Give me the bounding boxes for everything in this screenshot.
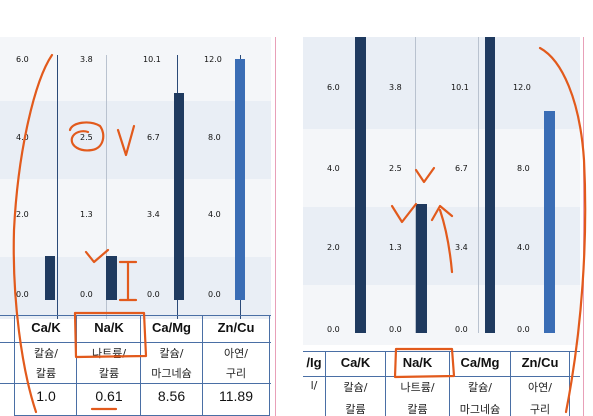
header-ca-mg: Ca/Mg <box>152 320 191 335</box>
value-ca-mg: 8.56 <box>157 388 186 404</box>
scale-label: 4.0 <box>208 210 221 219</box>
scale-label: 0.0 <box>208 290 221 299</box>
scale-label: 12.0 <box>204 55 222 64</box>
table-divider <box>449 351 450 416</box>
table-divider <box>202 315 203 416</box>
band <box>0 101 271 179</box>
sub-label: l/ <box>310 379 318 392</box>
band <box>303 37 580 129</box>
sub-label: 나트륨/ <box>91 347 127 360</box>
sub-label: 마그네슘 <box>151 367 192 380</box>
scale-label: 3.4 <box>147 210 160 219</box>
bar-zn-cu <box>235 59 245 300</box>
value-na-k: 0.61 <box>95 388 123 404</box>
scale-label: 3.8 <box>389 83 402 92</box>
sub-label: 칼륨 <box>98 367 120 380</box>
table-divider <box>325 351 326 416</box>
scale-label: 4.0 <box>517 243 530 252</box>
band <box>0 179 271 257</box>
band <box>303 129 580 207</box>
scale-label: 12.0 <box>513 83 531 92</box>
value-ca-k: 1.0 <box>36 388 56 404</box>
scale-label: 2.5 <box>80 133 93 142</box>
scale-label: 4.0 <box>16 133 29 142</box>
header-zn-cu: Zn/Cu <box>217 320 255 335</box>
scale-label: 0.0 <box>327 325 340 334</box>
bar-ca-mg <box>174 93 184 300</box>
table-rule <box>0 383 271 384</box>
band <box>303 285 580 345</box>
scale-label: 2.0 <box>327 243 340 252</box>
table-rule <box>303 376 580 377</box>
scale-label: 8.0 <box>517 164 530 173</box>
sub-label: 마그네슘 <box>459 403 501 416</box>
sub-label: 칼륨 <box>35 367 57 380</box>
axis-line <box>415 37 416 333</box>
header-zn-cu: Zn/Cu <box>521 355 559 370</box>
sub-label: 칼륨 <box>407 403 428 416</box>
scale-label: 0.0 <box>80 290 93 299</box>
scale-label: 2.5 <box>389 164 402 173</box>
bar-ca-k <box>355 37 366 333</box>
header-ca-k: Ca/K <box>31 320 61 335</box>
bar-zn-cu <box>544 111 555 333</box>
scale-label: 8.0 <box>208 133 221 142</box>
scale-label: 0.0 <box>455 325 468 334</box>
sub-label: 칼륨 <box>345 403 366 416</box>
scale-label: 6.0 <box>16 55 29 64</box>
scale-label: 1.3 <box>389 243 402 252</box>
bar-na-k <box>106 256 117 300</box>
table-divider <box>140 315 141 416</box>
scale-label: 10.1 <box>143 55 161 64</box>
sub-label: 칼슘/ <box>468 381 492 394</box>
scale-label: 3.8 <box>80 55 93 64</box>
right-report-panel: 6.0 4.0 2.0 0.0 3.8 2.5 1.3 0.0 10.1 6.7… <box>303 37 580 416</box>
band <box>0 257 271 319</box>
scale-label: 6.0 <box>327 83 340 92</box>
sub-label: 아연/ <box>528 381 552 394</box>
bar-na-k <box>416 204 427 333</box>
scale-label: 6.7 <box>455 164 468 173</box>
sub-label: 아연/ <box>224 347 248 360</box>
axis-line <box>106 55 107 319</box>
table-divider <box>385 351 386 416</box>
band <box>0 37 271 101</box>
table-divider <box>510 351 511 416</box>
table-rule <box>303 351 580 352</box>
scale-label: 0.0 <box>147 290 160 299</box>
axis-line <box>57 55 58 319</box>
scale-label: 4.0 <box>327 164 340 173</box>
bar-ca-mg <box>485 37 495 333</box>
header-na-k: Na/K <box>402 355 433 370</box>
sub-label: 칼슘/ <box>343 381 368 394</box>
header-ca-mg: Ca/Mg <box>460 355 500 370</box>
page-divider <box>583 37 584 416</box>
left-report-panel: 6.0 4.0 2.0 0.0 3.8 2.5 1.3 0.0 10.1 6.7… <box>0 37 271 416</box>
page-divider <box>275 37 276 416</box>
scale-label: 10.1 <box>451 83 469 92</box>
table-divider <box>76 315 77 416</box>
sub-label: 구리 <box>529 403 551 416</box>
scale-label: 0.0 <box>517 325 530 334</box>
value-zn-cu: 11.89 <box>219 388 253 404</box>
scale-label: 1.3 <box>80 210 93 219</box>
bar-ca-k <box>45 256 55 300</box>
header-partial: /Ig <box>306 355 322 370</box>
scale-label: 3.4 <box>455 243 468 252</box>
sub-label: 칼슘/ <box>159 347 184 360</box>
header-ca-k: Ca/K <box>340 355 371 370</box>
sub-label: 구리 <box>225 367 247 380</box>
table-divider <box>569 351 570 416</box>
header-na-k: Na/K <box>94 320 124 335</box>
scale-label: 0.0 <box>389 325 402 334</box>
scale-label: 0.0 <box>16 290 29 299</box>
scale-label: 6.7 <box>147 133 160 142</box>
axis-line <box>478 37 479 333</box>
sub-label: 나트륨/ <box>400 381 435 394</box>
scale-label: 2.0 <box>16 210 29 219</box>
band <box>303 207 580 285</box>
sub-label: 칼슘/ <box>34 347 58 360</box>
